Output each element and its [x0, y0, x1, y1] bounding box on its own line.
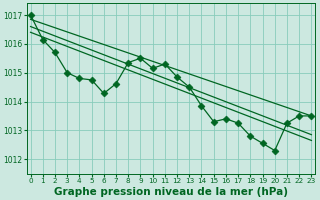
X-axis label: Graphe pression niveau de la mer (hPa): Graphe pression niveau de la mer (hPa) — [54, 187, 288, 197]
